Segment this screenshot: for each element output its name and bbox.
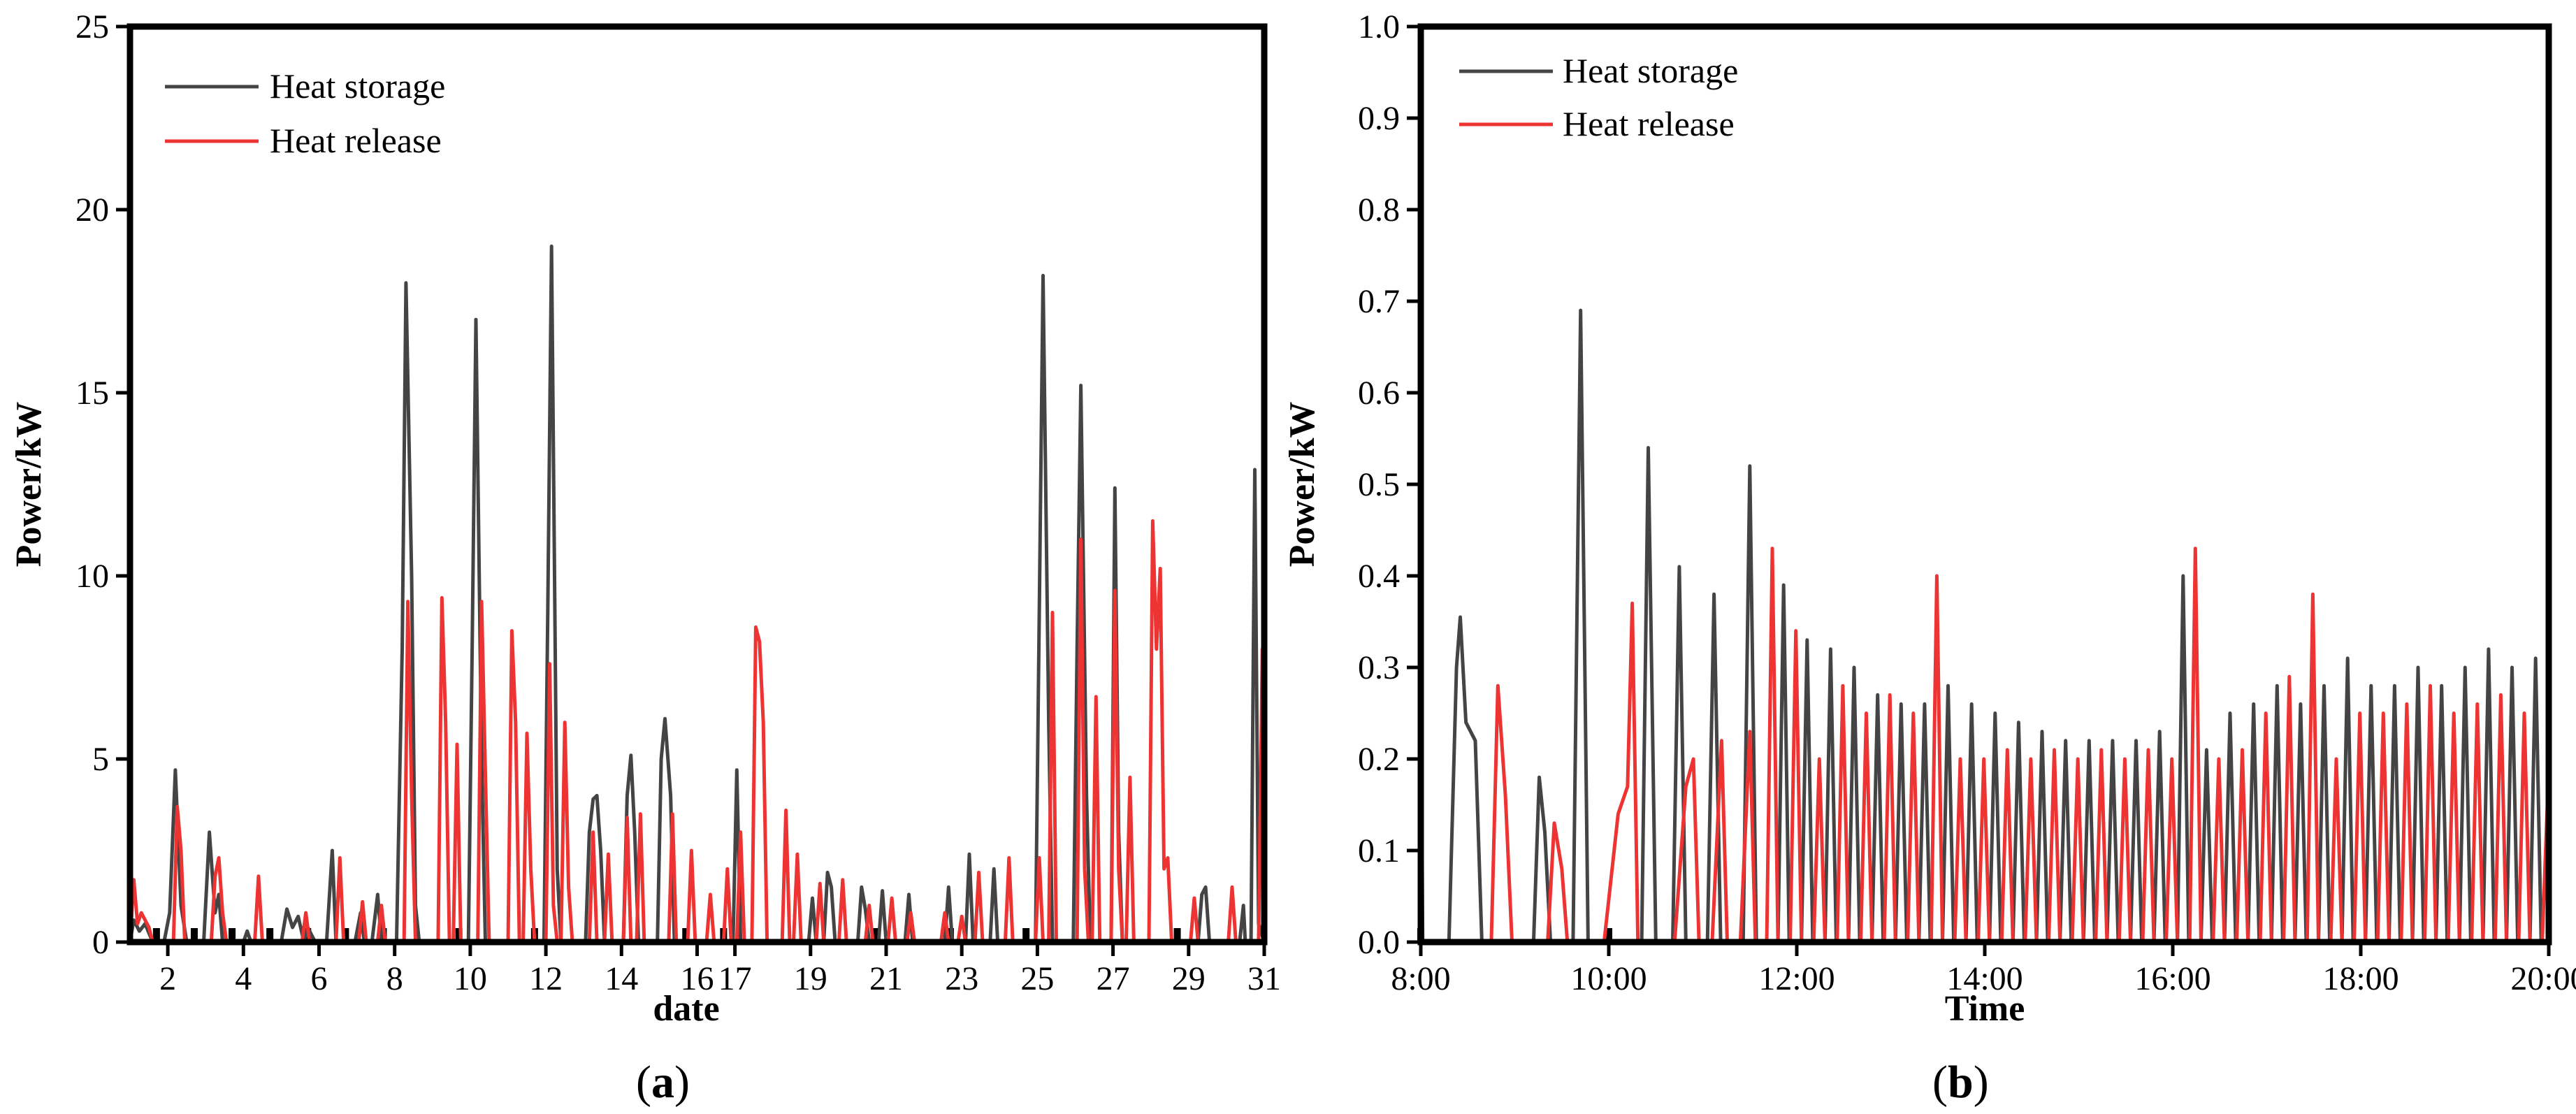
- y-tick-label: 20: [75, 191, 109, 229]
- x-tick-label: 10:00: [1570, 960, 1647, 997]
- x-tick-label: 12:00: [1758, 960, 1835, 997]
- y-tick-label: 5: [92, 741, 109, 778]
- x-tick-label: 16:00: [2134, 960, 2210, 997]
- x-tick-label: 8:00: [1391, 960, 1450, 997]
- x-tick-label: 23: [945, 960, 978, 997]
- panel-a-label: (a): [636, 1057, 690, 1108]
- y-tick-label: 0.7: [1358, 283, 1400, 320]
- baseline-marker: [455, 928, 463, 941]
- baseline-marker: [190, 928, 198, 941]
- legend-label-heat-storage: Heat storage: [270, 66, 445, 106]
- baseline-marker: [1173, 928, 1181, 941]
- y-tick-label: 0.0: [1358, 924, 1400, 961]
- series-line-heat-release: [1421, 547, 2551, 944]
- y-tick-label: 0.4: [1358, 558, 1400, 595]
- baseline-marker: [229, 928, 236, 941]
- panel-b-axes: 0.0 0.1 0.2 0.3 0.4 0.5 0.6 0.7 0.8 0.9 1.0 8:00 10:…: [1358, 8, 2576, 997]
- x-tick-label: 14:00: [1946, 960, 2023, 997]
- panel-b-label: (b): [1932, 1057, 1989, 1108]
- x-tick-label: 31: [1247, 960, 1281, 997]
- y-tick-label: 0.6: [1358, 375, 1400, 412]
- y-tick-label: 1.0: [1358, 8, 1400, 45]
- y-tick-label: 0.9: [1358, 100, 1400, 137]
- panel-a-legend: Heat storage Heat release: [165, 66, 445, 160]
- panel-b-series: [1417, 308, 2551, 944]
- y-tick-label: 0.8: [1358, 191, 1400, 229]
- baseline-marker: [1022, 928, 1030, 941]
- baseline-marker: [871, 928, 878, 941]
- y-tick-label: 0.2: [1358, 741, 1400, 778]
- y-tick-label: 25: [75, 8, 109, 45]
- baseline-marker: [342, 928, 349, 941]
- x-tick-label: 2: [159, 960, 176, 997]
- x-tick-label: 6: [311, 960, 328, 997]
- panel-b-y-axis-title: Power/kW: [1282, 402, 1322, 567]
- legend-label-heat-release: Heat release: [270, 121, 442, 160]
- x-tick-label: 8: [386, 960, 403, 997]
- y-tick-label: 0.3: [1358, 649, 1400, 686]
- baseline-marker: [152, 928, 160, 941]
- baseline-marker: [682, 928, 690, 941]
- x-tick-label: 14: [605, 960, 638, 997]
- x-tick-label: 16: [681, 960, 714, 997]
- x-tick-label: 19: [794, 960, 827, 997]
- y-tick-label: 10: [75, 558, 109, 595]
- baseline-marker: [1605, 928, 1612, 941]
- panel-b-plot-frame: [1417, 23, 2552, 946]
- panel-a-y-axis-title: Power/kW: [9, 402, 49, 567]
- x-tick-label: 12: [529, 960, 563, 997]
- x-tick-label: 17: [718, 960, 752, 997]
- x-tick-label: 10: [454, 960, 487, 997]
- panel-a-axes: 0 5 10 15 20 25 2 4 6 8 10 12 14 16 17 19 21 23 25 27 29 31: [75, 8, 1281, 997]
- legend-label-heat-storage: Heat storage: [1563, 51, 1738, 90]
- series-line-heat-release: [128, 519, 1266, 944]
- y-tick-label: 0.5: [1358, 466, 1400, 503]
- panel-a-x-axis-title: date: [653, 989, 719, 1029]
- x-tick-label: 18:00: [2322, 960, 2398, 997]
- panel-b-letter: b: [1948, 1057, 1974, 1108]
- x-tick-label: 20:00: [2510, 960, 2576, 997]
- panel-a-letter: a: [651, 1057, 674, 1108]
- baseline-marker: [266, 928, 274, 941]
- x-tick-label: 25: [1020, 960, 1054, 997]
- x-tick-label: 27: [1097, 960, 1130, 997]
- panel-b-legend: Heat storage Heat release: [1459, 51, 1738, 143]
- y-tick-label: 0: [92, 924, 109, 961]
- panel-a-chart: 0 5 10 15 20 25 2 4 6 8 10 12 14 16 17 19 21 23 25 27 29 31 H…: [9, 8, 1281, 1108]
- panel-b-chart: 0.0 0.1 0.2 0.3 0.4 0.5 0.6 0.7 0.8 0.9 1.0 8:00 10:…: [1282, 8, 2576, 1108]
- x-tick-label: 29: [1172, 960, 1206, 997]
- panel-a-series: [128, 244, 1266, 944]
- panel-a-plot-frame: [126, 23, 1268, 946]
- x-tick-label: 4: [235, 960, 252, 997]
- panel-b-x-axis-title: Time: [1945, 989, 2025, 1029]
- y-tick-label: 0.1: [1358, 832, 1400, 869]
- x-tick-label: 21: [869, 960, 903, 997]
- y-tick-label: 15: [75, 375, 109, 412]
- legend-label-heat-release: Heat release: [1563, 104, 1735, 143]
